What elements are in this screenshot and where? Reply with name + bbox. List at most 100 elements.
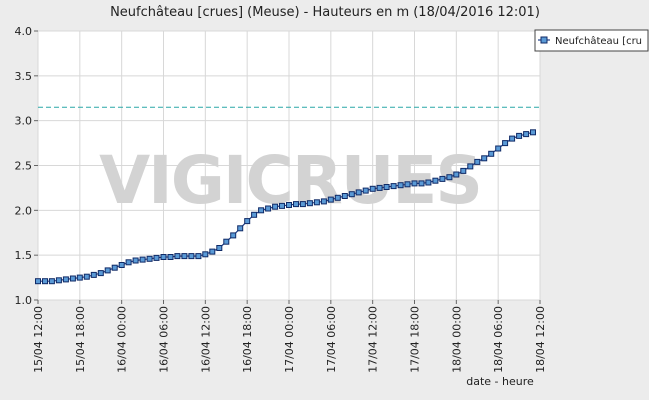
x-axis-label: date - heure: [466, 375, 534, 388]
data-point: [146, 255, 153, 262]
data-point: [216, 245, 223, 251]
y-tick-label: 4.0: [15, 25, 33, 38]
data-point: [48, 278, 55, 285]
legend-label: Neufchâteau [cru: [555, 35, 642, 47]
data-point: [286, 202, 292, 208]
data-point: [258, 207, 265, 214]
data-point: [348, 191, 355, 198]
data-point: [83, 273, 90, 280]
data-point: [272, 203, 279, 210]
y-tick-label: 2.5: [15, 160, 33, 173]
data-point: [369, 185, 376, 192]
data-point: [425, 179, 432, 186]
data-point: [313, 199, 320, 206]
series-layer: [35, 129, 536, 285]
data-point: [223, 238, 230, 245]
data-point: [411, 180, 418, 187]
x-tick-label: 18/04 12:00: [534, 306, 547, 373]
data-point: [397, 182, 404, 189]
data-point: [446, 174, 453, 181]
data-point: [35, 278, 41, 285]
x-tick-label: 16/04 12:00: [199, 306, 212, 373]
y-tick-label: 1.5: [15, 249, 33, 262]
data-point: [383, 184, 390, 190]
y-tick-label: 3.5: [15, 70, 33, 83]
data-point: [362, 187, 369, 194]
x-tick-label: 17/04 06:00: [325, 306, 338, 373]
data-point: [125, 259, 132, 266]
data-point: [355, 189, 362, 196]
data-point: [341, 193, 348, 199]
data-point: [320, 198, 327, 205]
data-point: [495, 145, 502, 152]
legend: Neufchâteau [cru: [534, 29, 649, 52]
x-tick-label: 16/04 06:00: [158, 306, 171, 373]
x-tick-label: 16/04 00:00: [116, 306, 129, 373]
data-point: [230, 232, 237, 239]
data-point: [174, 253, 181, 260]
x-tick-label: 15/04 18:00: [74, 306, 87, 373]
x-tick-label: 18/04 06:00: [492, 306, 505, 373]
data-point: [181, 253, 188, 260]
data-point: [62, 276, 69, 283]
y-tick-label: 1.0: [15, 294, 33, 307]
data-point: [160, 254, 167, 260]
data-point: [390, 183, 397, 190]
data-point: [516, 132, 523, 139]
data-point: [502, 140, 509, 147]
data-point: [111, 264, 118, 271]
data-point: [279, 202, 285, 209]
data-point: [432, 177, 439, 184]
data-point: [76, 274, 83, 281]
data-point: [90, 271, 97, 278]
x-tick-label: 17/04 00:00: [283, 306, 296, 373]
y-tick-label: 2.0: [15, 204, 33, 217]
x-tick-label: 15/04 12:00: [32, 306, 45, 373]
data-point: [474, 158, 481, 165]
data-point: [251, 211, 258, 218]
data-point: [460, 167, 467, 174]
legend-marker: [540, 36, 548, 44]
data-point: [42, 278, 48, 285]
data-point: [439, 175, 446, 182]
x-tick-label: 17/04 18:00: [409, 306, 422, 373]
x-tick-label: 16/04 18:00: [241, 306, 254, 373]
data-point: [55, 277, 62, 284]
axis-layer: 1.0 1.5 2.0 2.5 3.0 3.5 4.0 15/04 12:00 15/04 18…: [15, 25, 548, 373]
data-point: [523, 131, 530, 138]
data-point: [530, 129, 536, 136]
data-point: [404, 181, 411, 188]
data-point: [334, 194, 341, 201]
data-point: [209, 248, 216, 255]
data-point: [153, 254, 160, 261]
chart-title: Neufchâteau [crues] (Meuse) - Hauteurs e…: [110, 5, 540, 20]
data-point: [132, 257, 139, 264]
data-point: [467, 163, 474, 170]
data-point: [327, 196, 334, 203]
data-point: [481, 155, 488, 162]
data-point: [97, 270, 104, 277]
data-point: [376, 184, 383, 191]
data-point: [244, 218, 251, 225]
data-point: [202, 251, 209, 258]
data-point: [488, 150, 495, 157]
data-point: [299, 201, 306, 208]
x-tick-label: 17/04 12:00: [367, 306, 380, 373]
data-point: [188, 253, 195, 260]
data-point: [104, 267, 111, 274]
data-point: [453, 171, 460, 178]
data-point: [139, 256, 146, 263]
data-point: [195, 253, 202, 260]
y-tick-label: 3.0: [15, 115, 33, 128]
data-point: [509, 135, 516, 142]
data-point: [418, 180, 425, 187]
data-point: [118, 262, 125, 268]
data-point: [69, 275, 76, 282]
data-point: [167, 254, 174, 260]
data-point: [293, 201, 299, 208]
legend-box: [534, 29, 649, 52]
data-point: [265, 205, 272, 212]
data-point: [237, 225, 244, 232]
x-tick-label: 18/04 00:00: [450, 306, 463, 373]
